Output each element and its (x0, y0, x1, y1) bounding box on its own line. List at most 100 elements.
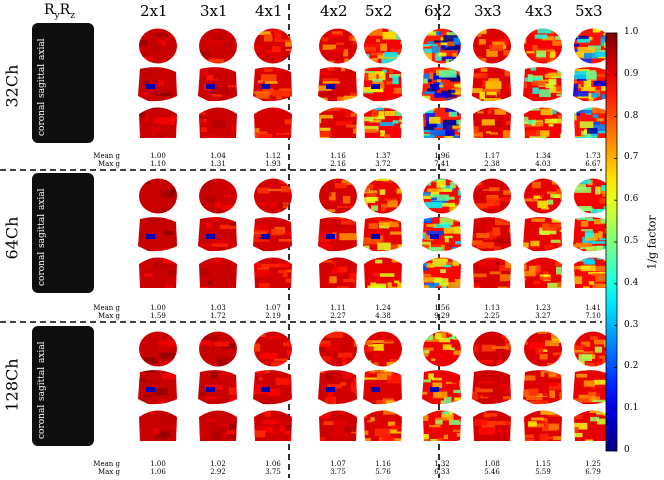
mean-g-value: 1.23 (535, 304, 551, 312)
gfactor-map (574, 331, 612, 367)
gfactor-map (198, 217, 237, 252)
gfactor-map (319, 257, 357, 288)
mean-g-value: 1.12 (265, 152, 281, 160)
max-g-value: 1.59 (150, 312, 166, 320)
gfactor-map (254, 331, 292, 367)
gfactor-map (472, 370, 511, 405)
gfactor-map (473, 410, 511, 441)
max-g-value: 6.67 (585, 160, 601, 168)
gfactor-map (318, 67, 357, 102)
gfactor-map (364, 107, 402, 138)
mean-g-value: 1.32 (434, 460, 450, 468)
max-g-value: 3.27 (535, 312, 551, 320)
mean-g-value: 1.73 (585, 152, 601, 160)
row-label-64Ch: 64Ch (2, 216, 22, 260)
gfactor-map (139, 178, 177, 214)
gfactor-map (253, 217, 292, 252)
column-header-6x2: 6x2 (424, 2, 452, 20)
gfactor-map (364, 28, 402, 64)
axial-label: axial (37, 341, 47, 363)
gfactor-map (199, 257, 237, 288)
gfactor-map (363, 67, 402, 102)
mean-g-value: 1.00 (150, 304, 166, 312)
max-g-value: 4.03 (535, 160, 551, 168)
gfactor-map (319, 107, 357, 138)
mean-g-value: 1.11 (330, 304, 346, 312)
max-g-value: 2.16 (330, 160, 346, 168)
coronal-label: coronal (37, 404, 47, 439)
coronal-label: coronal (37, 251, 47, 286)
max-g-value: 7.10 (585, 312, 601, 320)
gfactor-map (254, 410, 292, 441)
gfactor-map (318, 370, 357, 405)
max-g-value: 2.19 (265, 312, 281, 320)
colorbar-tick-label: 1.0 (624, 27, 639, 37)
max-g-value: 1.06 (150, 468, 166, 476)
gfactor-map (524, 178, 562, 214)
colorbar-tick-label: 0.5 (624, 236, 639, 246)
gfactor-map (198, 370, 237, 405)
max-g-value: 7.41 (434, 160, 450, 168)
gfactor-map (364, 257, 402, 288)
gfactor-map (473, 178, 511, 214)
colorbar-tick-label: 0.8 (624, 110, 639, 121)
gfactor-map (472, 217, 511, 252)
gfactor-map (364, 178, 402, 214)
max-g-label: Max g (98, 160, 120, 168)
gfactor-map (423, 257, 461, 288)
gfactor-map (319, 331, 357, 367)
gfactor-map (139, 331, 177, 367)
sagittal-label: sagittal (37, 213, 47, 248)
gfactor-map (254, 178, 292, 214)
colorbar-tick-label: 0.9 (624, 68, 639, 79)
gfactor-map (199, 28, 237, 64)
gfactor-map (423, 107, 461, 138)
gfactor-map (423, 28, 461, 64)
gfactor-map (363, 217, 402, 252)
gfactor-map (319, 410, 357, 441)
max-g-value: 9.29 (434, 312, 450, 320)
gfactor-map (423, 410, 461, 441)
mean-g-value: 1.06 (265, 460, 281, 468)
max-g-value: 2.38 (484, 160, 500, 168)
max-g-value: 3.75 (265, 468, 281, 476)
gfactor-map (473, 331, 511, 367)
colorbar-tick-label: 0.4 (624, 277, 639, 288)
max-g-value: 4.38 (375, 312, 391, 320)
max-g-value: 2.27 (330, 312, 346, 320)
gfactor-map (524, 331, 562, 367)
max-g-value: 2.92 (210, 468, 226, 476)
mean-g-value: 1.17 (484, 152, 500, 160)
gfactor-map (473, 107, 511, 138)
max-g-value: 1.93 (265, 160, 281, 168)
gfactor-map (422, 217, 461, 252)
gfactor-map (319, 178, 357, 214)
gfactor-map (139, 257, 177, 288)
gfactor-map (423, 178, 461, 214)
gfactor-map (523, 370, 562, 405)
max-g-value: 2.25 (484, 312, 500, 320)
colorbar-tick-label: 0 (624, 445, 630, 455)
gfactor-map (423, 331, 461, 367)
mean-g-label: Mean g (93, 304, 120, 312)
max-g-value: 6.33 (434, 468, 450, 476)
gfactor-map (523, 67, 562, 102)
colorbar-tick-label: 0.7 (624, 152, 639, 163)
gfactor-map (254, 107, 292, 138)
max-g-value: 3.75 (330, 468, 346, 476)
sagittal-label: sagittal (37, 366, 47, 401)
axial-label: axial (37, 38, 47, 60)
gfactor-map (254, 257, 292, 288)
column-header-4x2: 4x2 (320, 2, 348, 20)
column-header-4x3: 4x3 (525, 2, 553, 20)
max-g-value: 5.76 (375, 468, 391, 476)
max-g-value: 3.72 (375, 160, 391, 168)
mean-g-value: 1.07 (330, 460, 346, 468)
mean-g-value: 1.96 (434, 152, 450, 160)
colorbar-tick-label: 0.3 (624, 319, 639, 330)
coronal-label: coronal (37, 101, 47, 136)
gfactor-map (473, 28, 511, 64)
mean-g-value: 1.15 (535, 460, 551, 468)
max-g-value: 1.31 (210, 160, 226, 168)
